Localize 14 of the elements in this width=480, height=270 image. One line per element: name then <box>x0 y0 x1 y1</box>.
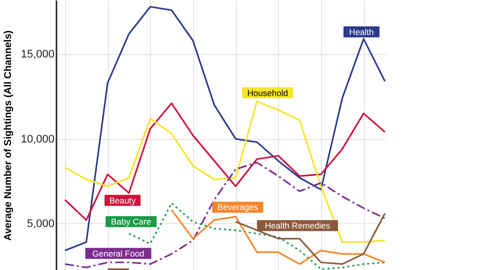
y-axis-title: Average Number of Sightings (All Channels) <box>2 30 14 241</box>
series-label: Baby Care <box>111 216 152 227</box>
series-label: General Food <box>92 248 145 258</box>
series-label: Beauty <box>109 195 137 206</box>
series-label: Health <box>349 26 374 37</box>
y-tick-label: 10,000 <box>20 133 54 146</box>
y-tick-label: 15,000 <box>20 48 54 61</box>
line-series <box>64 162 386 268</box>
y-tick-label: 5,000 <box>26 218 54 230</box>
series-label: Beverages <box>217 202 258 212</box>
series-label: Health Remedies <box>264 220 330 231</box>
line-series <box>64 6 386 252</box>
series-label: Household <box>247 88 288 98</box>
line-series <box>64 100 386 243</box>
